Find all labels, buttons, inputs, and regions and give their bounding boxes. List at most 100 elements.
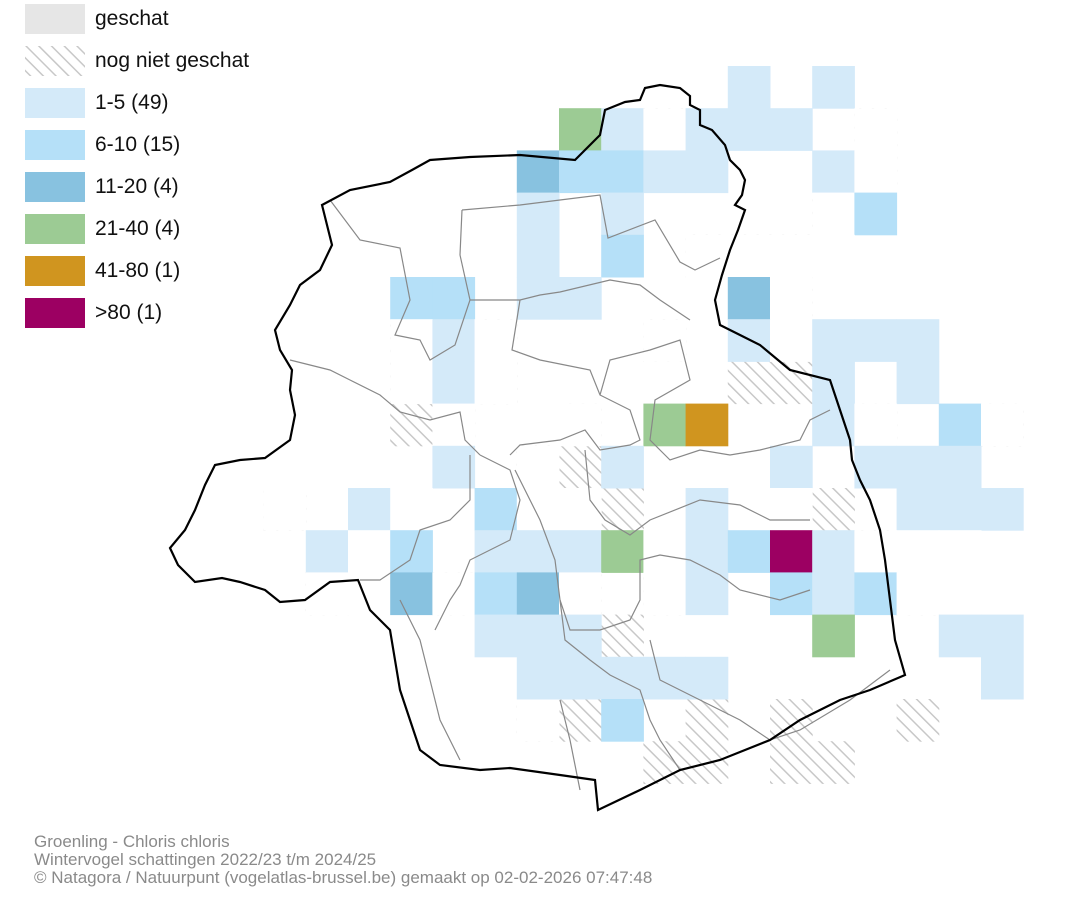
grid-cell: [601, 108, 644, 151]
grid-cell: [474, 319, 518, 362]
grid-cell: [601, 656, 644, 700]
grid-cell: [390, 319, 433, 362]
grid-cell: [854, 192, 898, 236]
grid-cell: [938, 530, 982, 573]
grid-cell: [263, 488, 307, 531]
grid-cell: [685, 488, 729, 531]
grid-cell: [981, 656, 1024, 700]
commune-line: [360, 455, 471, 581]
grid-cell: [812, 192, 855, 236]
unestimated-cell: [559, 699, 602, 742]
commune-boundaries: [289, 194, 891, 791]
unestimated-cell: [390, 403, 433, 447]
grid-cell: [305, 530, 349, 573]
grid-cell: [601, 234, 644, 278]
grid-cell: [390, 572, 433, 616]
commune-line: [289, 359, 481, 456]
grid-cell: [770, 488, 813, 531]
legend-swatch: [25, 46, 85, 76]
grid-cell: [854, 150, 898, 194]
legend-label: 6-10 (15): [95, 133, 181, 156]
legend-label: 21-40 (4): [95, 217, 181, 240]
grid-cell: [643, 108, 687, 151]
grid-cell: [854, 108, 898, 151]
legend-label: >80 (1): [95, 301, 163, 324]
swatch-fill: [25, 172, 85, 202]
grid-cell: [938, 572, 982, 616]
grid-cell: [516, 530, 560, 573]
commune-line: [559, 699, 581, 791]
grid-cell: [643, 150, 687, 194]
grid-cell: [559, 530, 602, 573]
legend-swatch: [25, 88, 85, 118]
grid-cell: [390, 361, 433, 405]
grid-cells: [263, 66, 1024, 742]
grid-cell: [601, 150, 644, 194]
grid-cell: [559, 572, 602, 616]
grid-cell: [432, 319, 476, 362]
commune-line: [649, 639, 891, 741]
grid-cell: [812, 530, 855, 573]
grid-cell: [938, 403, 982, 447]
grid-cell: [516, 192, 560, 236]
grid-cell: [516, 572, 560, 616]
grid-cell: [685, 530, 729, 573]
grid-cell: [516, 445, 560, 489]
legend-label: geschat: [95, 7, 169, 30]
unestimated-cell: [727, 361, 771, 405]
grid-cell: [474, 488, 518, 531]
grid-cell: [643, 530, 687, 573]
swatch-fill: [25, 130, 85, 160]
unestimated-cell: [601, 488, 644, 531]
grid-cell: [938, 445, 982, 489]
grid-cell: [601, 445, 644, 489]
unestimated-cell: [812, 488, 855, 531]
swatch-fill: [25, 4, 85, 34]
legend-label: 11-20 (4): [95, 175, 179, 198]
swatch-fill: [25, 88, 85, 118]
grid-cell: [516, 656, 560, 700]
legend-swatch: [25, 256, 85, 286]
grid-cell: [432, 403, 476, 447]
grid-cell: [727, 66, 771, 109]
commune-line: [514, 469, 811, 631]
grid-cell: [685, 656, 729, 700]
grid-cell: [770, 108, 813, 151]
commune-line: [559, 599, 681, 771]
grid-cell: [559, 488, 602, 531]
legend-swatch: [25, 214, 85, 244]
grid-cell: [685, 403, 729, 447]
grid-cell: [390, 488, 433, 531]
grid-cell: [938, 488, 982, 531]
unestimated-cell: [770, 361, 813, 405]
grid-cell: [559, 150, 602, 194]
grid-cell: [770, 277, 813, 320]
grid-cell: [559, 656, 602, 700]
grid-cell: [770, 572, 813, 616]
grid-cell: [432, 445, 476, 489]
grid-cell: [516, 614, 560, 658]
legend-swatch: [25, 4, 85, 34]
grid-cell: [348, 488, 391, 531]
grid-cell: [812, 361, 855, 405]
grid-cell: [559, 403, 602, 447]
grid-cell: [812, 319, 855, 362]
grid-cell: [896, 361, 940, 405]
commune-line: [470, 279, 691, 321]
species-name: Groenling - Chloris chloris: [34, 832, 230, 851]
grid-cell: [981, 403, 1024, 447]
commune-line: [434, 454, 521, 631]
unestimated-cell: [559, 445, 602, 489]
map-caption: Groenling - Chloris chloris Wintervogel …: [34, 833, 652, 887]
credit-line: © Natagora / Natuurpunt (vogelatlas-brus…: [34, 868, 653, 887]
commune-line: [509, 299, 641, 456]
grid-cell: [727, 530, 771, 573]
grid-cell: [516, 277, 560, 320]
brussels-region-boundary: [168, 83, 907, 812]
grid-cell: [727, 277, 771, 320]
grid-cell: [474, 572, 518, 616]
grid-cell: [685, 572, 729, 616]
grid-cell: [812, 66, 855, 109]
commune-line: [461, 194, 721, 271]
legend-swatch: [25, 172, 85, 202]
